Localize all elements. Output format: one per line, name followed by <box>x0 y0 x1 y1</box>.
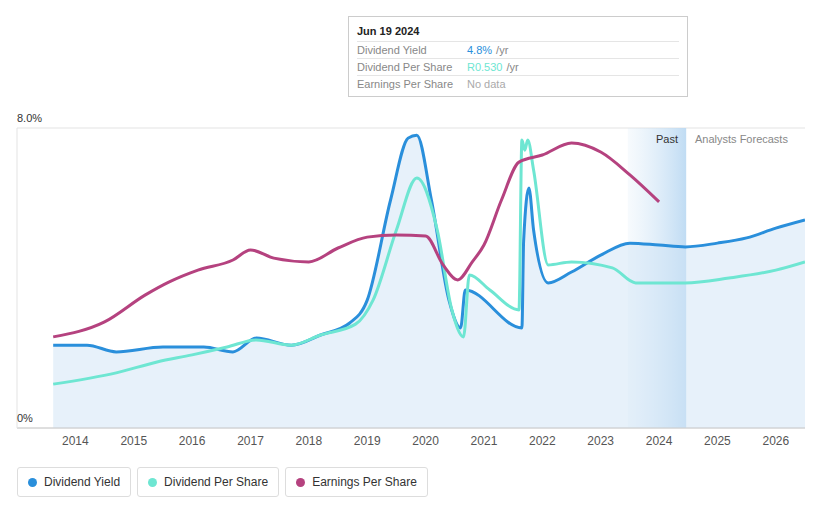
svg-text:2018: 2018 <box>296 434 323 448</box>
html-text:Dividend Per Share: Dividend Per Share <box>357 61 453 73</box>
svg-text:2022: 2022 <box>529 434 556 448</box>
html-text:R0.530 /yr: R0.530 /yr <box>467 61 519 73</box>
html-text:Past: Past <box>656 133 678 145</box>
html-text:Analysts Forecasts: Analysts Forecasts <box>695 133 788 145</box>
svg-text:2014: 2014 <box>62 434 89 448</box>
html-text:Dividend Yield: Dividend Yield <box>44 475 121 489</box>
svg-text:0%: 0% <box>17 412 33 424</box>
svg-text:2025: 2025 <box>704 434 731 448</box>
html-text:Dividend Per Share: Dividend Per Share <box>164 475 269 489</box>
svg-text:2015: 2015 <box>120 434 147 448</box>
svg-text:2020: 2020 <box>412 434 439 448</box>
html-text:Earnings Per Share: Earnings Per Share <box>357 78 453 90</box>
svg-text:8.0%: 8.0% <box>17 112 42 124</box>
html-text:Jun 19 2024: Jun 19 2024 <box>357 25 420 37</box>
html-text:Dividend Yield: Dividend Yield <box>357 44 427 56</box>
svg-text:2024: 2024 <box>646 434 673 448</box>
html-text:No data: No data <box>467 78 506 90</box>
svg-text:2021: 2021 <box>471 434 498 448</box>
svg-text:2016: 2016 <box>179 434 206 448</box>
svg-text:2019: 2019 <box>354 434 381 448</box>
html-text:4.8% /yr: 4.8% /yr <box>467 44 509 56</box>
svg-text:2023: 2023 <box>587 434 614 448</box>
html-text:Earnings Per Share: Earnings Per Share <box>312 475 417 489</box>
svg-text:2017: 2017 <box>237 434 264 448</box>
svg-text:2026: 2026 <box>762 434 789 448</box>
